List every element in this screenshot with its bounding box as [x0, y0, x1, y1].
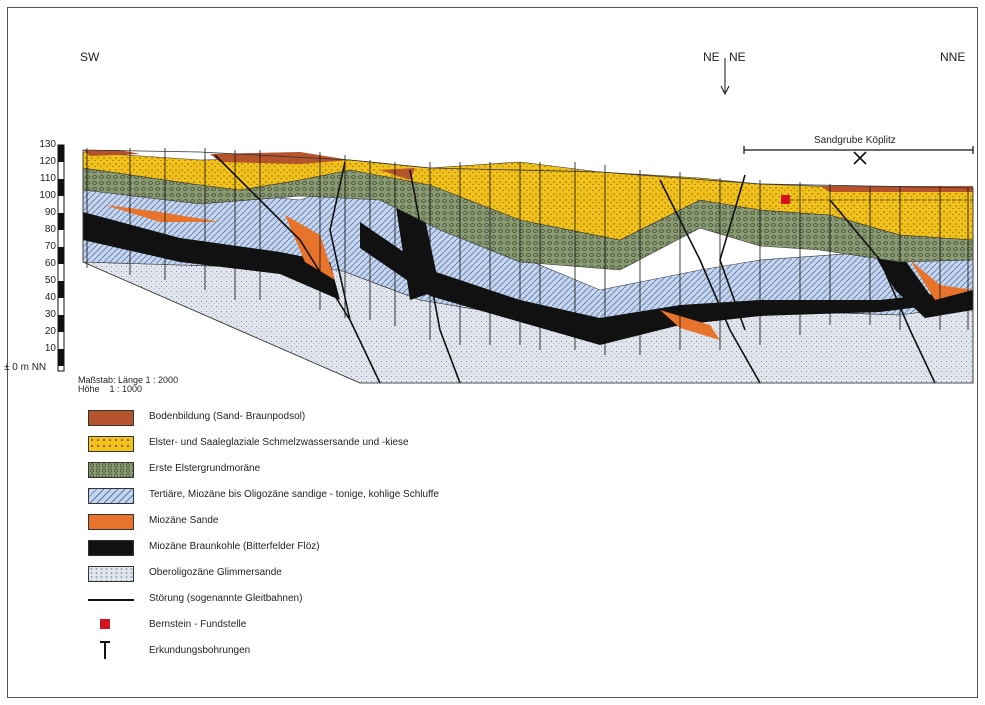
legend-label: Bernstein - Fundstelle	[149, 619, 247, 630]
legend-item-drill-hole: Erkundungsbohrungen	[88, 641, 688, 665]
elevation-base-label: ± 0 m NN	[4, 362, 47, 373]
layer-miocene-sands-4	[910, 260, 973, 300]
legend-item-fault: Störung (sogenannte Gleitbahnen)	[88, 589, 688, 613]
figure-frame	[7, 7, 978, 698]
elevation-tick: 20	[44, 326, 56, 337]
layer-soil	[83, 150, 973, 192]
legend-swatch-soil	[88, 410, 134, 426]
layer-miocene-sands-1	[105, 205, 220, 222]
elevation-tick: 90	[44, 207, 56, 218]
direction-nne: NNE	[940, 50, 966, 64]
legend-label: Miozäne Braunkohle (Bitterfelder Flöz)	[149, 541, 320, 552]
legend-swatch-drill-hole-icon	[100, 641, 110, 659]
sandpit-extent-line	[743, 146, 974, 154]
legend-swatch-amber-square-icon	[100, 619, 110, 629]
elevation-tick: 30	[44, 309, 56, 320]
mining-hammer-pick-icon	[853, 151, 867, 165]
faults	[214, 154, 936, 384]
legend-item-tertiary-silts: Tertiäre, Miozäne bis Oligozäne sandige …	[88, 485, 688, 509]
elevation-tick: 120	[39, 156, 56, 167]
scale-note: Maßstab: Länge 1 : 2000 Höhe 1 : 1000	[78, 376, 178, 394]
elevation-tick: 40	[44, 292, 56, 303]
elevation-tick: 50	[44, 275, 56, 286]
layer-brown-coal-1	[83, 212, 340, 300]
direction-sw: SW	[80, 50, 100, 64]
scale-line-height: Höhe 1 : 1000	[78, 384, 143, 394]
elevation-tick: 10	[44, 343, 56, 354]
legend-swatch-elster-till	[88, 462, 134, 478]
scale-line-length: Maßstab: Länge 1 : 2000	[78, 375, 179, 385]
legend-label: Miozäne Sande	[149, 515, 219, 526]
amber-find-marker	[781, 195, 790, 204]
ne-arrow	[720, 58, 730, 96]
legend-item-soil: Bodenbildung (Sand- Braunpodsol)	[88, 407, 688, 431]
elevation-tick: 70	[44, 241, 56, 252]
elevation-tick: 110	[40, 173, 56, 184]
section-outline	[82, 149, 974, 384]
legend-swatch-glimmersande	[88, 566, 134, 582]
direction-ne-right: NE	[729, 50, 746, 64]
legend-label: Bodenbildung (Sand- Braunpodsol)	[149, 411, 306, 422]
legend-label: Erkundungsbohrungen	[149, 645, 251, 656]
elevation-tick: 130	[39, 139, 56, 150]
legend-label: Erste Elstergrundmoräne	[149, 463, 261, 474]
layer-miocene-sands-3	[660, 310, 720, 340]
elevation-scale-bar	[57, 144, 65, 372]
legend-label: Tertiäre, Miozäne bis Oligozäne sandige …	[149, 489, 439, 500]
legend-label: Störung (sogenannte Gleitbahnen)	[149, 593, 303, 604]
legend-item-amber-find: Bernstein - Fundstelle	[88, 615, 688, 639]
legend-label: Elster- und Saaleglaziale Schmelzwassers…	[149, 437, 409, 448]
legend-item-elster-till: Erste Elstergrundmoräne	[88, 459, 688, 483]
legend-swatch-tertiary-silts	[88, 488, 134, 504]
layer-miocene-sands-2	[285, 215, 335, 280]
legend-item-meltwater-sands: Elster- und Saaleglaziale Schmelzwassers…	[88, 433, 688, 457]
layer-brown-coal-2	[360, 222, 973, 345]
legend-item-brown-coal: Miozäne Braunkohle (Bitterfelder Flöz)	[88, 537, 688, 561]
legend-item-miocene-sands: Miozäne Sande	[88, 511, 688, 535]
sandpit-label: Sandgrube Köplitz	[814, 135, 896, 146]
legend-swatch-brown-coal	[88, 540, 134, 556]
elevation-tick: 60	[44, 258, 56, 269]
legend-item-glimmersande: Oberoligozäne Glimmersande	[88, 563, 688, 587]
elevation-tick: 80	[44, 224, 56, 235]
legend-label: Oberoligozäne Glimmersande	[149, 567, 282, 578]
legend-swatch-miocene-sands	[88, 514, 134, 530]
elevation-tick: 100	[39, 190, 56, 201]
drill-holes	[86, 148, 969, 355]
direction-ne-left: NE	[703, 50, 720, 64]
legend-swatch-fault-line	[88, 599, 134, 601]
legend-swatch-meltwater-sands	[88, 436, 134, 452]
